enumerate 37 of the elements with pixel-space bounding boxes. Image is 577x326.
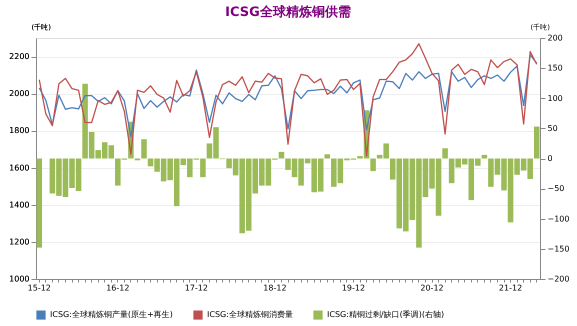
bar bbox=[534, 126, 540, 158]
x-tick-label: 19-12 bbox=[342, 284, 366, 292]
y-tick-label: 1600 bbox=[9, 163, 30, 172]
legend-label: ICSG:精铜过剩/缺口(季调)(右轴) bbox=[327, 310, 444, 320]
x-tick-label: 17-12 bbox=[184, 284, 208, 292]
y2-tick-label: 100 bbox=[548, 94, 563, 103]
y2-tick-label: −100 bbox=[548, 214, 570, 224]
legend-label: ICSG:全球精炼铜产量(原生+再生) bbox=[50, 310, 173, 320]
bar bbox=[36, 158, 42, 248]
bar bbox=[324, 154, 330, 158]
y2-tick-label: −50 bbox=[548, 184, 564, 194]
y-tick-label: 1000 bbox=[9, 274, 30, 284]
chart-title: ICSG全球精炼铜供需 bbox=[225, 4, 351, 20]
y2-tick-label: −150 bbox=[548, 244, 570, 254]
y-tick-label: 2200 bbox=[9, 52, 30, 62]
y-tick-label: 1400 bbox=[9, 200, 30, 210]
bar bbox=[370, 158, 376, 172]
x-tick-label: 18-12 bbox=[263, 284, 287, 292]
bar bbox=[442, 148, 448, 158]
y2-tick-label: 50 bbox=[548, 124, 558, 133]
x-tick-label: 16-12 bbox=[106, 284, 130, 292]
y-tick-label: 2000 bbox=[9, 89, 30, 98]
y-tick-label: 1800 bbox=[9, 126, 30, 136]
legend-label: ICSG:全球精炼铜消费量 bbox=[207, 310, 293, 320]
line-series bbox=[38, 54, 538, 138]
x-tick-label: 15-12 bbox=[28, 284, 51, 292]
x-tick-label: 21-12 bbox=[498, 284, 522, 292]
x-tick-label: 20-12 bbox=[420, 284, 444, 292]
line-series bbox=[38, 43, 538, 157]
bar bbox=[278, 152, 284, 158]
y2-tick-label: −200 bbox=[548, 274, 570, 284]
y2-tick-label: 200 bbox=[548, 34, 563, 42]
bar bbox=[482, 154, 488, 158]
y-tick-label: 1200 bbox=[9, 237, 30, 246]
y2-tick-label: 0 bbox=[548, 154, 553, 163]
y2-tick-label: 150 bbox=[548, 64, 563, 73]
bar bbox=[141, 139, 147, 158]
